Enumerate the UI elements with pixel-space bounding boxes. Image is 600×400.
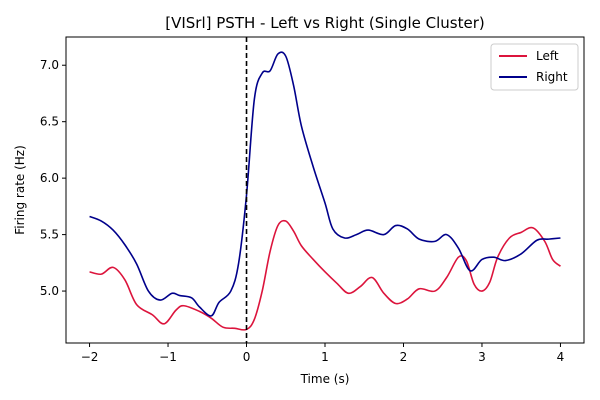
series-line-left — [89, 219, 561, 331]
y-axis-label: Firing rate (Hz) — [13, 145, 27, 235]
plot-area — [89, 37, 561, 343]
axis-ticks: −2 −1 0 1 2 3 4 5.0 5.5 6.0 6.5 7.0 — [40, 58, 564, 364]
series-line-right — [89, 51, 561, 317]
x-tick-label: −1 — [159, 350, 177, 364]
y-tick-label: 6.0 — [40, 171, 59, 185]
legend-label-right: Right — [536, 70, 568, 84]
legend-label-left: Left — [536, 49, 559, 63]
y-tick-label: 7.0 — [40, 58, 59, 72]
y-tick-label: 5.0 — [40, 284, 59, 298]
chart-title: [VISrl] PSTH - Left vs Right (Single Clu… — [165, 14, 485, 32]
x-tick-label: 4 — [557, 350, 565, 364]
y-tick-label: 6.5 — [40, 115, 59, 129]
x-tick-label: 1 — [321, 350, 329, 364]
axes-frame — [65, 36, 585, 344]
y-tick-label: 5.5 — [40, 228, 59, 242]
x-tick-label: 2 — [400, 350, 408, 364]
x-tick-label: −2 — [81, 350, 99, 364]
legend: Left Right — [490, 43, 579, 91]
x-tick-label: 0 — [243, 350, 251, 364]
x-axis-label: Time (s) — [300, 372, 350, 386]
x-tick-label: 3 — [478, 350, 486, 364]
